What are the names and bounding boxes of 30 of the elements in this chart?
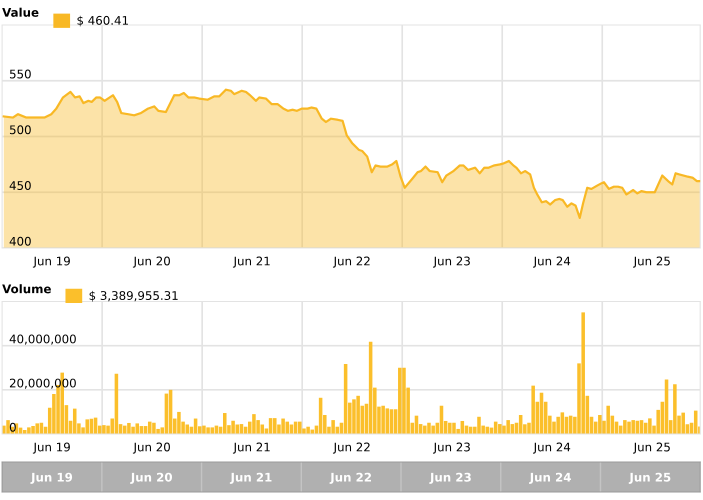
x-tick-label: Jun 23 — [432, 256, 470, 268]
x-tick-label: Jun 24 — [533, 256, 570, 268]
x-tick-label: Jun 22 — [332, 442, 370, 454]
category-label: Jun 25 — [628, 472, 670, 484]
legend-label: $ 3,389,955.31 — [90, 290, 178, 302]
category-label: Jun 22 — [330, 472, 371, 484]
legend-label: $ 460.41 — [77, 16, 128, 26]
x-tick-label: Jun 21 — [232, 442, 270, 454]
category-label: Jun 24 — [529, 472, 571, 484]
x-tick-label: Jun 22 — [332, 256, 370, 268]
chart-title: Value — [2, 8, 38, 17]
y-tick-label: 500 — [10, 125, 31, 134]
category-label: Jun 19 — [30, 472, 72, 484]
x-tick-label: Jun 19 — [32, 256, 70, 268]
y-tick-label: 550 — [10, 70, 31, 78]
category-label: Jun 21 — [230, 472, 272, 484]
x-tick-label: Jun 25 — [633, 256, 670, 268]
x-tick-label: Jun 25 — [633, 442, 670, 454]
x-tick-label: Jun 21 — [232, 256, 270, 268]
category-label: Jun 20 — [130, 472, 172, 484]
x-tick-label: Jun 20 — [132, 442, 170, 454]
x-tick-label: Jun 20 — [132, 256, 170, 268]
category-label: Jun 23 — [429, 472, 471, 484]
x-tick-label: Jun 24 — [533, 442, 570, 454]
chart-title: Volume — [2, 284, 51, 294]
x-tick-label: Jun 23 — [432, 442, 470, 454]
x-tick-label: Jun 19 — [32, 442, 70, 454]
y-tick-label: 40,000,000 — [10, 334, 76, 345]
y-tick-label: 450 — [10, 181, 31, 190]
y-tick-label: 400 — [10, 236, 31, 246]
